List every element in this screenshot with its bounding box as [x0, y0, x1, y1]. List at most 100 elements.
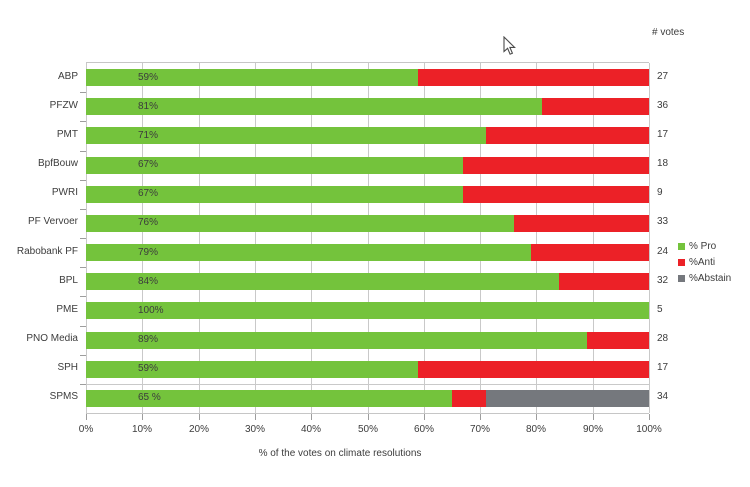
bar-segment-pro: [86, 98, 543, 116]
category-label: PME: [56, 303, 78, 315]
x-axis-tick-label: 10%: [131, 424, 152, 435]
bar-value-label: 100%: [138, 304, 164, 316]
bar-row: [86, 389, 649, 407]
votes-column-header: # votes: [652, 27, 685, 38]
y-axis-tick: [80, 92, 86, 93]
x-axis-tick-label: 60%: [413, 424, 434, 435]
votes-count: 36: [657, 99, 669, 111]
bar-row: [86, 156, 649, 174]
category-label: ABP: [57, 70, 78, 82]
votes-count: 27: [657, 70, 669, 82]
category-label: PMT: [56, 128, 78, 140]
gridline-vertical: [86, 63, 87, 413]
x-axis-tick: [480, 414, 481, 420]
legend-label-pro: % Pro: [689, 241, 717, 252]
gridline-vertical: [593, 63, 594, 413]
bar-segment-pro: [86, 302, 649, 320]
bar-row: [86, 185, 649, 203]
legend: % Pro %Anti %Abstain: [678, 241, 731, 289]
votes-count: 32: [657, 274, 669, 286]
legend-label-abstain: %Abstain: [689, 273, 732, 284]
bar-segment-pro: [86, 244, 531, 262]
legend-label-anti: %Anti: [689, 257, 716, 268]
gridline-vertical: [649, 63, 650, 413]
y-axis-tick: [80, 238, 86, 239]
bar-row: [86, 69, 649, 87]
votes-count: 17: [657, 128, 669, 140]
category-label: SPMS: [49, 391, 78, 403]
x-axis-tick-label: 40%: [300, 424, 321, 435]
bar-segment-anti: [542, 98, 649, 116]
category-label: SPH: [57, 362, 78, 374]
legend-item-anti: %Anti: [678, 257, 731, 268]
gridline-vertical: [311, 63, 312, 413]
y-axis-tick: [80, 267, 86, 268]
legend-swatch-anti-icon: [678, 259, 685, 266]
bar-segment-anti: [587, 331, 649, 349]
bar-value-label: 59%: [138, 363, 159, 375]
category-label: Rabobank PF: [16, 245, 78, 257]
bar-segment-pro: [86, 360, 419, 378]
gridline-vertical: [368, 63, 369, 413]
y-axis-tick: [80, 209, 86, 210]
category-label: PF Vervoer: [27, 216, 78, 228]
category-label: PNO Media: [26, 333, 78, 345]
x-axis-tick-label: 90%: [582, 424, 603, 435]
category-label: PFZW: [49, 99, 78, 111]
bar-segment-pro: [86, 127, 486, 145]
bar-value-label: 76%: [138, 217, 159, 229]
x-axis-tick-label: 80%: [525, 424, 546, 435]
bar-segment-anti: [463, 156, 649, 174]
bar-value-label: 65 %: [138, 392, 161, 404]
bar-value-label: 59%: [138, 71, 159, 83]
bar-row: [86, 331, 649, 349]
bar-segment-pro: [86, 273, 559, 291]
gridline-vertical: [480, 63, 481, 413]
legend-item-abstain: %Abstain: [678, 273, 731, 284]
bar-segment-pro: [86, 389, 452, 407]
bar-value-label: 67%: [138, 188, 159, 200]
y-axis-tick: [80, 326, 86, 327]
votes-count: 33: [657, 216, 669, 228]
y-axis-tick: [80, 121, 86, 122]
votes-count: 18: [657, 158, 669, 170]
bar-segment-anti: [463, 185, 649, 203]
bar-row: [86, 244, 649, 262]
x-axis-tick: [424, 414, 425, 420]
legend-item-pro: % Pro: [678, 241, 731, 252]
x-axis-tick-label: 100%: [636, 424, 662, 435]
y-axis-tick: [80, 355, 86, 356]
legend-swatch-pro-icon: [678, 243, 685, 250]
x-axis-tick-label: 0%: [78, 424, 94, 435]
votes-count: 9: [657, 187, 663, 199]
y-axis-tick: [80, 180, 86, 181]
bar-segment-anti: [530, 244, 649, 262]
x-axis-tick: [142, 414, 143, 420]
bar-segment-pro: [86, 69, 419, 87]
gridline-vertical: [255, 63, 256, 413]
bar-segment-anti: [513, 214, 649, 232]
mouse-cursor-icon: [503, 36, 516, 55]
legend-swatch-abstain-icon: [678, 275, 685, 282]
x-axis-tick: [311, 414, 312, 420]
bar-segment-pro: [86, 214, 514, 232]
gridline-vertical: [424, 63, 425, 413]
x-axis-tick: [86, 414, 87, 420]
votes-count: 24: [657, 245, 669, 257]
gridline-vertical: [142, 63, 143, 413]
bar-row: [86, 214, 649, 232]
y-axis-tick: [80, 151, 86, 152]
bar-value-label: 84%: [138, 275, 159, 287]
bar-segment-anti: [558, 273, 649, 291]
gridline-vertical: [536, 63, 537, 413]
gridline-horizontal: [86, 384, 649, 385]
votes-count: 5: [657, 303, 663, 315]
votes-count: 34: [657, 391, 669, 403]
y-axis-tick: [80, 296, 86, 297]
bar-value-label: 71%: [138, 129, 159, 141]
bar-segment-pro: [86, 185, 464, 203]
category-label: PWRI: [51, 187, 78, 199]
x-axis-tick-label: 70%: [469, 424, 490, 435]
bar-row: [86, 98, 649, 116]
